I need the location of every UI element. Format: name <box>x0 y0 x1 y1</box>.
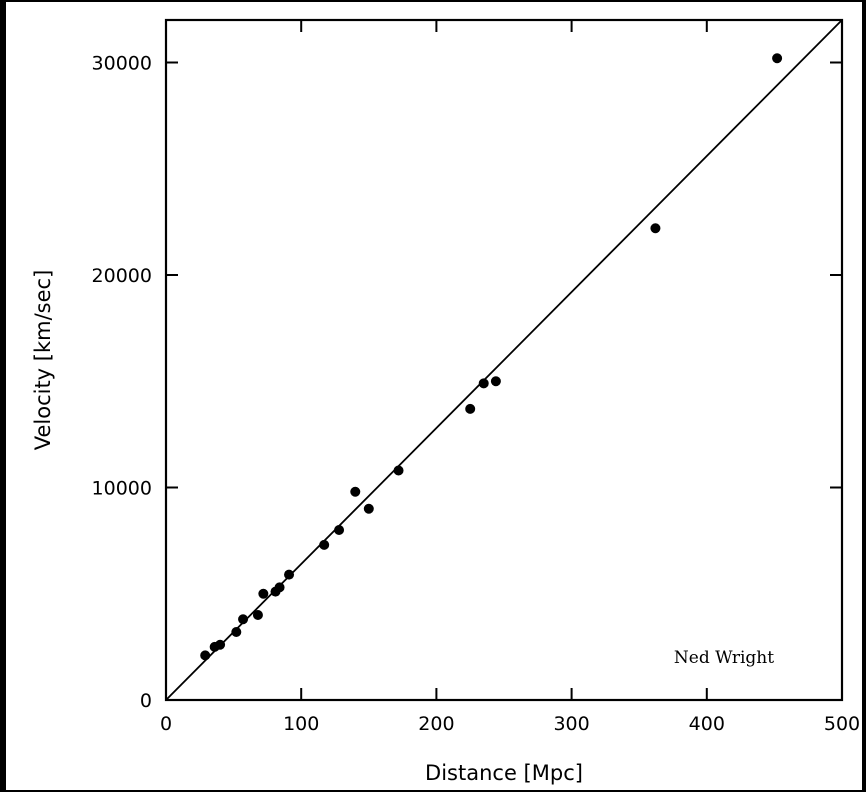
plot-frame <box>164 18 844 702</box>
y-tick-label: 20000 <box>92 265 152 287</box>
x-axis-title: Distance [Mpc] <box>425 761 583 785</box>
x-tick-label: 500 <box>824 713 860 735</box>
data-point <box>231 627 242 637</box>
scatter-chart: 0 10000 20000 30000 0 100 200 300 400 500 Distan… <box>31 18 860 785</box>
data-point <box>350 486 361 497</box>
data-point <box>650 223 661 234</box>
x-tick-label: 100 <box>283 713 319 735</box>
x-tick-label: 0 <box>160 713 172 735</box>
y-tick-label: 0 <box>140 690 152 712</box>
data-point <box>252 610 263 620</box>
data-points <box>200 53 783 661</box>
y-axis-title: Velocity [km/sec] <box>31 270 55 451</box>
data-point <box>274 582 285 593</box>
data-point <box>363 503 374 514</box>
fit-line <box>165 19 843 701</box>
data-point <box>393 465 404 476</box>
y-axis-ticks: 0 10000 20000 30000 <box>92 53 842 712</box>
data-point <box>258 588 269 599</box>
y-tick-label: 30000 <box>92 53 152 75</box>
x-tick-label: 300 <box>553 713 589 735</box>
x-tick-label: 200 <box>418 713 454 735</box>
y-tick-label: 10000 <box>92 478 152 500</box>
data-point <box>772 53 783 64</box>
data-point <box>319 539 330 550</box>
data-point <box>284 569 295 580</box>
data-point <box>334 525 345 535</box>
data-point <box>465 403 476 414</box>
data-point <box>200 650 211 661</box>
data-point <box>478 378 489 389</box>
data-point <box>238 614 249 625</box>
data-point <box>490 376 501 387</box>
x-axis-ticks: 0 100 200 300 400 500 <box>160 20 860 735</box>
credit-label: Ned Wright <box>674 648 774 668</box>
data-point <box>215 639 226 650</box>
x-tick-label: 400 <box>689 713 725 735</box>
